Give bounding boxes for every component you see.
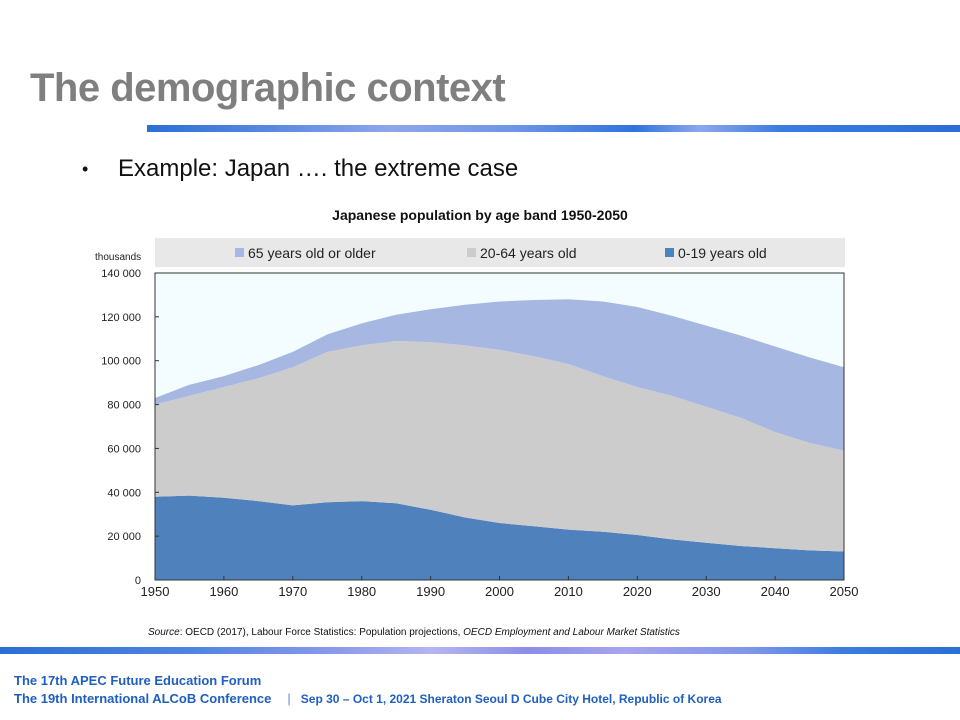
x-tick-label: 2010 bbox=[554, 584, 583, 599]
footer-conference-name: The 19th International ALCoB Conference bbox=[14, 691, 272, 706]
legend-label-20-64: 20-64 years old bbox=[480, 244, 577, 261]
area-series-20-64-years-old bbox=[155, 341, 844, 552]
x-tick-label: 1980 bbox=[347, 584, 376, 599]
x-tick-label: 1970 bbox=[278, 584, 307, 599]
x-tick-label: 2030 bbox=[692, 584, 721, 599]
bullet-icon: • bbox=[82, 158, 89, 179]
legend-swatch-0-19 bbox=[665, 248, 674, 257]
area-series-0-19-years-old bbox=[155, 495, 844, 580]
x-tick-label: 1990 bbox=[416, 584, 445, 599]
y-tick-label: 40 000 bbox=[107, 487, 141, 499]
legend-item-0-19: 0-19 years old bbox=[665, 245, 767, 261]
area-series-65-years-old-or-older bbox=[155, 299, 844, 451]
header-divider-band bbox=[147, 125, 960, 132]
x-tick-label: 2000 bbox=[485, 584, 514, 599]
source-publication: OECD Employment and Labour Market Statis… bbox=[463, 627, 680, 638]
chart-title: Japanese population by age band 1950-205… bbox=[332, 207, 628, 223]
x-tick-label: 2040 bbox=[761, 584, 790, 599]
legend-swatch-65-plus bbox=[235, 248, 244, 257]
plot-area: 0 20 000 40 000 60 000 80 000 100 000 120 000 1… bbox=[101, 268, 858, 599]
source-note: Source: OECD (2017), Labour Force Statis… bbox=[148, 627, 680, 638]
y-tick-label: 0 bbox=[135, 575, 141, 587]
source-label: Source bbox=[148, 627, 180, 638]
legend-label-65-plus: 65 years old or older bbox=[248, 244, 376, 261]
area-chart: 0 20 000 40 000 60 000 80 000 100 000 120 000 1… bbox=[101, 268, 858, 599]
y-tick-label: 140 000 bbox=[101, 268, 141, 280]
chart-legend: 65 years old or older 20-64 years old 0-… bbox=[155, 238, 845, 267]
footer-divider-band bbox=[0, 647, 960, 654]
legend-label-0-19: 0-19 years old bbox=[678, 244, 767, 261]
x-tick-label: 2050 bbox=[830, 584, 859, 599]
footer-forum-name: The 17th APEC Future Education Forum bbox=[14, 673, 262, 688]
x-tick-label: 1960 bbox=[209, 584, 238, 599]
footer-conference-line: The 19th International ALCoB Conference … bbox=[14, 691, 722, 706]
x-tick-label: 2020 bbox=[623, 584, 652, 599]
y-axis-unit-label: thousands bbox=[95, 252, 142, 263]
x-tick-label: 1950 bbox=[141, 584, 170, 599]
source-text: : OECD (2017), Labour Force Statistics: … bbox=[179, 627, 464, 638]
legend-swatch-20-64 bbox=[467, 248, 476, 257]
slide-title: The demographic context bbox=[30, 66, 506, 110]
y-tick-label: 20 000 bbox=[107, 531, 141, 543]
bullet-text: Example: Japan …. the extreme case bbox=[118, 155, 519, 182]
y-tick-label: 60 000 bbox=[107, 443, 141, 455]
y-tick-label: 120 000 bbox=[101, 312, 141, 324]
y-tick-label: 80 000 bbox=[107, 400, 141, 412]
bullet-item: • Example: Japan …. the extreme case bbox=[82, 155, 518, 183]
legend-item-20-64: 20-64 years old bbox=[467, 245, 577, 261]
footer-separator: | bbox=[287, 691, 291, 706]
legend-item-65-plus: 65 years old or older bbox=[235, 245, 376, 261]
y-tick-label: 100 000 bbox=[101, 356, 141, 368]
footer-venue: Sep 30 – Oct 1, 2021 Sheraton Seoul D Cu… bbox=[300, 691, 722, 706]
